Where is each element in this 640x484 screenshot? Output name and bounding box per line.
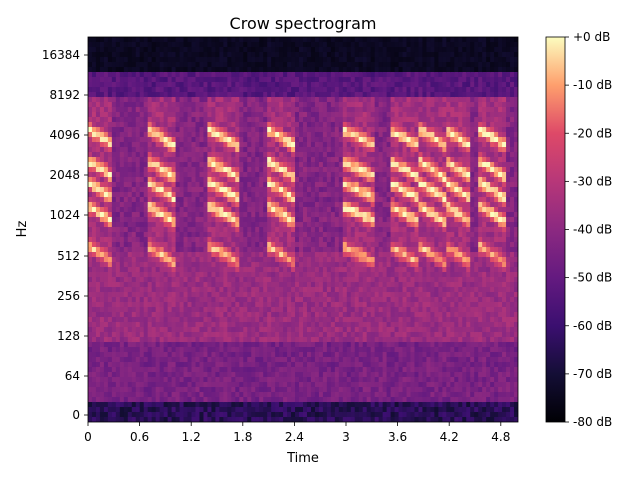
colorbar-tick-label: -80 dB: [573, 415, 612, 429]
x-tick-label: 0.6: [130, 430, 149, 444]
colorbar-tick-label: -40 dB: [573, 223, 612, 237]
x-tick-label: 4.2: [440, 430, 459, 444]
y-axis: 0 64 128 256 512 1024 2048 4096 8192 16384: [42, 48, 88, 422]
y-tick-label: 128: [57, 329, 80, 343]
y-axis-label: Hz: [15, 221, 30, 238]
y-tick-label: 1024: [49, 208, 80, 222]
x-axis: 0 0.6 1.2 1.8 2.4 3 3.6 4.2 4.8: [84, 422, 510, 444]
colorbar-tick-label: -30 dB: [573, 174, 612, 188]
x-tick-label: 1.8: [233, 430, 252, 444]
y-tick-label: 8192: [49, 88, 80, 102]
colorbar-tick-label: -70 dB: [573, 367, 612, 381]
x-tick-label: 2.4: [285, 430, 304, 444]
colorbar-tick-label: -20 dB: [573, 126, 612, 140]
colorbar-axis: +0 dB -10 dB -20 dB -30 dB -40 dB -50 dB -60 d…: [565, 30, 612, 429]
x-tick-label: 3.6: [388, 430, 407, 444]
x-axis-label: Time: [286, 451, 319, 466]
y-tick-label: 2048: [49, 168, 80, 182]
colorbar-tick-label: -60 dB: [573, 319, 612, 333]
x-tick-label: 1.2: [182, 430, 201, 444]
y-tick-label: 64: [65, 369, 80, 383]
x-tick-label: 3: [342, 430, 350, 444]
colorbar-tick-label: +0 dB: [573, 30, 610, 44]
y-tick-label: 512: [57, 249, 80, 263]
spectrogram-heatmap: [88, 37, 519, 423]
x-tick-label: 4.8: [491, 430, 510, 444]
colorbar-tick-label: -50 dB: [573, 271, 612, 285]
x-tick-label: 0: [84, 430, 92, 444]
y-tick-label: 256: [57, 289, 80, 303]
colorbar-tick-label: -10 dB: [573, 78, 612, 92]
chart-title: Crow spectrogram: [230, 14, 377, 33]
colorbar: [546, 37, 565, 422]
y-tick-label: 0: [72, 408, 80, 422]
y-tick-label: 4096: [49, 128, 80, 142]
y-tick-label: 16384: [42, 48, 80, 62]
